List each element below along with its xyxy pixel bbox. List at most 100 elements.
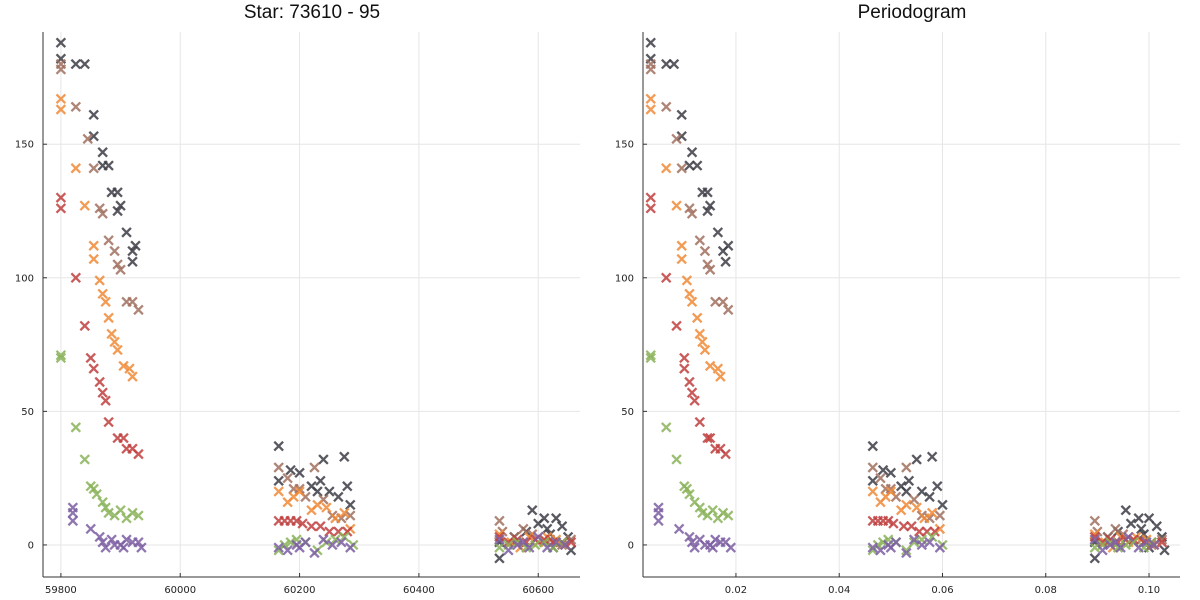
data-point bbox=[676, 163, 687, 174]
data-point bbox=[294, 486, 305, 497]
data-point bbox=[518, 523, 529, 535]
data-point bbox=[710, 296, 721, 308]
data-point bbox=[722, 510, 734, 521]
data-point bbox=[79, 320, 90, 332]
data-point bbox=[867, 462, 879, 473]
data-point bbox=[702, 187, 713, 198]
data-point bbox=[88, 363, 99, 374]
x-tick-label: 0.02 bbox=[725, 585, 747, 596]
data-point bbox=[645, 37, 656, 48]
data-point bbox=[699, 245, 711, 257]
data-point bbox=[97, 387, 108, 398]
data-point bbox=[702, 259, 713, 270]
data-point bbox=[885, 483, 897, 495]
data-point bbox=[934, 542, 946, 553]
data-point bbox=[875, 545, 886, 556]
data-point bbox=[681, 275, 693, 286]
data-point bbox=[929, 526, 940, 537]
data-point bbox=[720, 448, 731, 460]
data-point bbox=[867, 475, 879, 487]
data-point bbox=[645, 192, 656, 203]
data-point bbox=[1159, 545, 1170, 556]
data-point bbox=[112, 205, 123, 217]
data-point bbox=[661, 272, 672, 284]
data-point bbox=[1128, 534, 1139, 545]
x-tick-label: 60200 bbox=[284, 585, 316, 596]
data-point bbox=[503, 537, 514, 548]
data-point bbox=[645, 64, 656, 75]
data-point bbox=[70, 422, 82, 433]
data-point bbox=[70, 101, 82, 113]
data-point bbox=[686, 296, 698, 308]
data-point bbox=[103, 235, 114, 246]
data-point bbox=[901, 545, 912, 556]
data-point bbox=[550, 512, 562, 524]
data-point bbox=[312, 486, 323, 497]
data-point bbox=[707, 504, 718, 516]
data-point bbox=[914, 526, 925, 537]
data-point bbox=[867, 486, 879, 497]
data-point bbox=[676, 253, 687, 265]
series-5 bbox=[67, 502, 571, 559]
data-point bbox=[901, 499, 912, 511]
data-point bbox=[297, 518, 308, 529]
data-point bbox=[702, 432, 713, 444]
data-point bbox=[109, 245, 120, 257]
data-point bbox=[1141, 537, 1152, 548]
data-point bbox=[336, 537, 347, 548]
data-point bbox=[1123, 531, 1134, 543]
data-point bbox=[671, 454, 682, 465]
data-point bbox=[55, 352, 67, 364]
y-tick-label: 50 bbox=[21, 407, 34, 418]
data-point bbox=[1143, 512, 1155, 524]
data-point bbox=[645, 350, 656, 361]
data-point bbox=[130, 240, 141, 251]
data-point bbox=[926, 531, 938, 543]
data-point bbox=[533, 531, 544, 543]
data-point bbox=[908, 537, 920, 548]
data-point bbox=[345, 499, 356, 511]
data-point bbox=[1136, 523, 1147, 535]
data-point bbox=[908, 534, 920, 545]
data-point bbox=[70, 272, 82, 284]
data-point bbox=[1148, 539, 1160, 551]
data-point bbox=[503, 545, 514, 556]
data-point bbox=[694, 416, 706, 428]
data-point bbox=[720, 256, 731, 267]
data-point bbox=[112, 344, 123, 356]
data-point bbox=[671, 200, 682, 211]
data-point bbox=[55, 64, 67, 75]
data-point bbox=[524, 542, 535, 553]
data-point bbox=[722, 304, 734, 316]
data-point bbox=[85, 352, 96, 364]
data-point bbox=[88, 253, 99, 265]
x-tick-label: 60600 bbox=[522, 585, 554, 596]
data-point bbox=[136, 542, 147, 553]
data-point bbox=[112, 259, 123, 270]
data-point bbox=[937, 499, 948, 511]
data-point bbox=[686, 537, 698, 548]
series-2 bbox=[645, 93, 1160, 553]
data-point bbox=[1112, 542, 1124, 553]
data-point bbox=[686, 208, 698, 219]
data-point bbox=[898, 521, 909, 532]
data-point bbox=[342, 480, 353, 492]
data-point bbox=[79, 200, 90, 211]
data-point bbox=[550, 537, 562, 548]
data-point bbox=[1125, 518, 1137, 529]
data-point bbox=[653, 507, 664, 519]
data-point bbox=[103, 416, 114, 428]
data-point bbox=[273, 462, 284, 473]
data-point bbox=[127, 256, 138, 267]
data-point bbox=[707, 542, 718, 553]
data-point bbox=[321, 502, 332, 513]
y-tick-label: 150 bbox=[615, 140, 634, 151]
data-point bbox=[342, 526, 353, 537]
data-point bbox=[333, 491, 344, 503]
data-point bbox=[661, 58, 672, 70]
data-point bbox=[97, 208, 108, 219]
data-point bbox=[926, 507, 938, 519]
data-point bbox=[686, 387, 698, 398]
panel-star-light-curve: Star: 73610 - 95 59800 60000 60200 60400 606… bbox=[15, 2, 580, 596]
x-tick-label: 0.08 bbox=[1035, 585, 1057, 596]
